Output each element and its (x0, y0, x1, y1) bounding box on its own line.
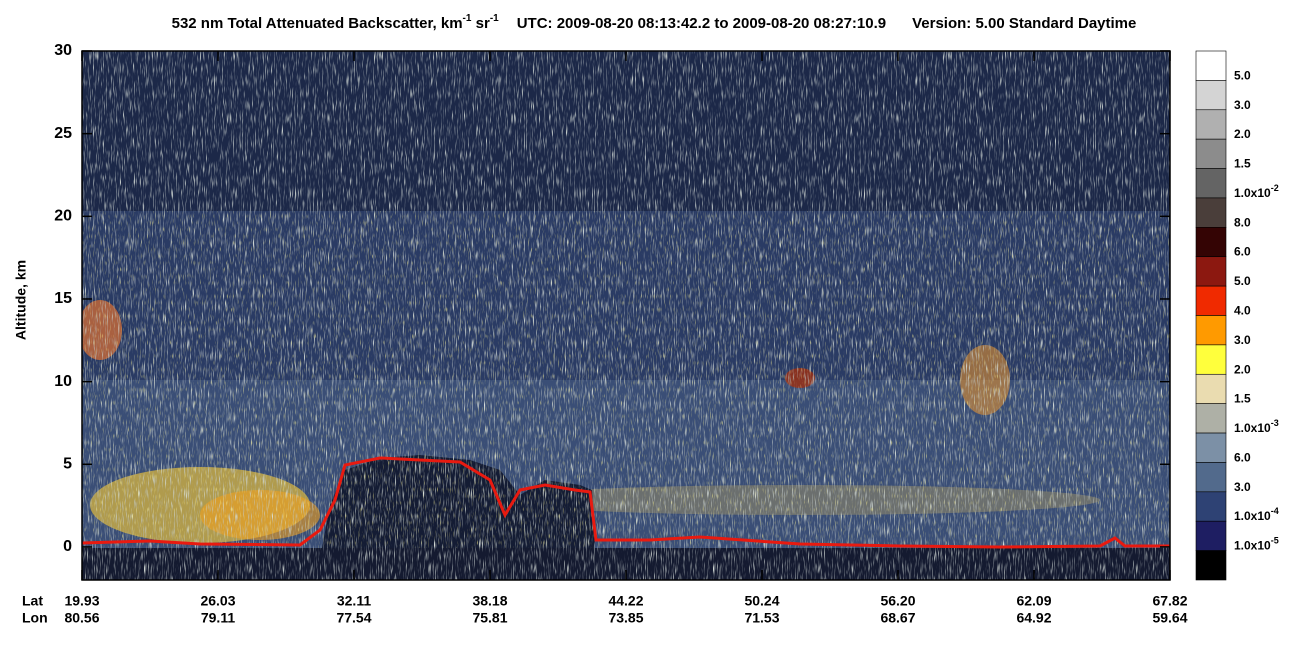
colorbar-swatch (1195, 550, 1227, 581)
x-tick-label: 62.09 (1016, 593, 1051, 609)
x-tick-label: 59.64 (1152, 610, 1187, 626)
colorbar-label-text: 6.0 (1234, 245, 1251, 259)
colorbar-label-text: 1.0x10 (1234, 539, 1271, 553)
y-tick-label: 25 (54, 125, 72, 142)
colorbar-swatch (1195, 227, 1227, 258)
y-axis-label: Altitude, km (13, 260, 29, 340)
colorbar-swatch (1195, 50, 1227, 81)
x-tick-label: 64.92 (1016, 610, 1051, 626)
colorbar-label-text: 8.0 (1234, 216, 1251, 230)
colorbar-label: 3.0 (1234, 480, 1251, 494)
title-text: sr (471, 15, 490, 32)
colorbar-label-exp: -5 (1271, 536, 1279, 546)
colorbar-label: 2.0 (1234, 127, 1251, 141)
title-text: 532 nm Total Attenuated Backscatter, km (172, 15, 463, 32)
x-row-name: Lon (22, 610, 48, 626)
colorbar-label: 1.0x10-5 (1234, 536, 1279, 553)
y-tick-label: 15 (54, 290, 72, 307)
colorbar-label: 1.0x10-2 (1234, 183, 1279, 200)
y-tick-label: 10 (54, 373, 72, 390)
colorbar-label-text: 1.5 (1234, 157, 1251, 171)
x-tick-label: 50.24 (744, 593, 779, 609)
colorbar-label-text: 1.5 (1234, 392, 1251, 406)
colorbar-swatch (1195, 109, 1227, 140)
title-text: Version: 5.00 Standard Daytime (912, 15, 1136, 32)
colorbar-swatch (1195, 285, 1227, 316)
x-tick-label: 56.20 (880, 593, 915, 609)
colorbar-swatch (1195, 403, 1227, 434)
colorbar-label: 6.0 (1234, 451, 1251, 465)
colorbar-label: 2.0 (1234, 362, 1251, 376)
colorbar-label-text: 1.0x10 (1234, 421, 1271, 435)
colorbar-label-text: 2.0 (1234, 362, 1251, 376)
x-tick-label: 32.11 (337, 593, 371, 609)
x-tick-label: 68.67 (880, 610, 915, 626)
colorbar-label-text: 3.0 (1234, 98, 1251, 112)
colorbar-label: 5.0 (1234, 274, 1251, 288)
y-tick-label: 20 (54, 208, 72, 225)
colorbar-swatch (1195, 491, 1227, 522)
colorbar-label: 3.0 (1234, 333, 1251, 347)
colorbar-label-text: 5.0 (1234, 274, 1251, 288)
x-tick-label: 71.53 (744, 610, 779, 626)
colorbar-label-text: 2.0 (1234, 127, 1251, 141)
colorbar-swatch (1195, 256, 1227, 287)
colorbar-swatch (1195, 432, 1227, 463)
colorbar-label-text: 4.0 (1234, 304, 1251, 318)
colorbar-label-text: 6.0 (1234, 451, 1251, 465)
x-tick-label: 79.11 (201, 610, 235, 626)
colorbar-swatch (1195, 168, 1227, 199)
colorbar-label-exp: -4 (1271, 507, 1279, 517)
colorbar-label: 3.0 (1234, 98, 1251, 112)
colorbar-swatch (1195, 138, 1227, 169)
chart-title: 532 nm Total Attenuated Backscatter, km-… (172, 13, 1137, 32)
colorbar-label-text: 3.0 (1234, 480, 1251, 494)
x-tick-label: 80.56 (64, 610, 99, 626)
x-tick-label: 67.82 (1152, 593, 1187, 609)
y-tick-label: 5 (63, 456, 72, 473)
y-tick-label: 30 (54, 42, 72, 59)
colorbar: 5.03.02.01.51.0x10-28.06.05.04.03.02.01.… (1195, 50, 1279, 581)
x-tick-label: 73.85 (608, 610, 643, 626)
colorbar-swatch (1195, 520, 1227, 551)
colorbar-label: 5.0 (1234, 69, 1251, 83)
backscatter-curtain (82, 51, 1170, 580)
colorbar-label: 1.0x10-3 (1234, 418, 1279, 435)
title-sup: -1 (490, 13, 499, 24)
colorbar-label: 1.0x10-4 (1234, 507, 1279, 524)
x-tick-label: 19.93 (64, 593, 99, 609)
x-tick-label: 38.18 (472, 593, 507, 609)
colorbar-swatch (1195, 344, 1227, 375)
colorbar-swatch (1195, 197, 1227, 228)
x-tick-label: 75.81 (472, 610, 507, 626)
x-tick-label: 77.54 (336, 610, 371, 626)
title-sup: -1 (463, 13, 472, 24)
title-text: UTC: 2009-08-20 08:13:42.2 to 2009-08-20… (517, 15, 886, 32)
x-tick-label: 44.22 (608, 593, 643, 609)
y-tick-label: 0 (63, 538, 72, 555)
colorbar-label-text: 1.0x10 (1234, 509, 1271, 523)
x-tick-label: 26.03 (200, 593, 235, 609)
colorbar-label: 6.0 (1234, 245, 1251, 259)
colorbar-label: 8.0 (1234, 216, 1251, 230)
x-row-name: Lat (22, 593, 43, 609)
colorbar-label: 1.5 (1234, 157, 1251, 171)
colorbar-label-text: 1.0x10 (1234, 186, 1271, 200)
colorbar-label-text: 5.0 (1234, 69, 1251, 83)
colorbar-swatch (1195, 80, 1227, 111)
colorbar-swatch (1195, 462, 1227, 493)
colorbar-swatch (1195, 373, 1227, 404)
colorbar-label: 4.0 (1234, 304, 1251, 318)
colorbar-swatch (1195, 315, 1227, 346)
colorbar-label: 1.5 (1234, 392, 1251, 406)
colorbar-label-text: 3.0 (1234, 333, 1251, 347)
colorbar-label-exp: -2 (1271, 183, 1279, 193)
colorbar-label-exp: -3 (1271, 418, 1279, 428)
